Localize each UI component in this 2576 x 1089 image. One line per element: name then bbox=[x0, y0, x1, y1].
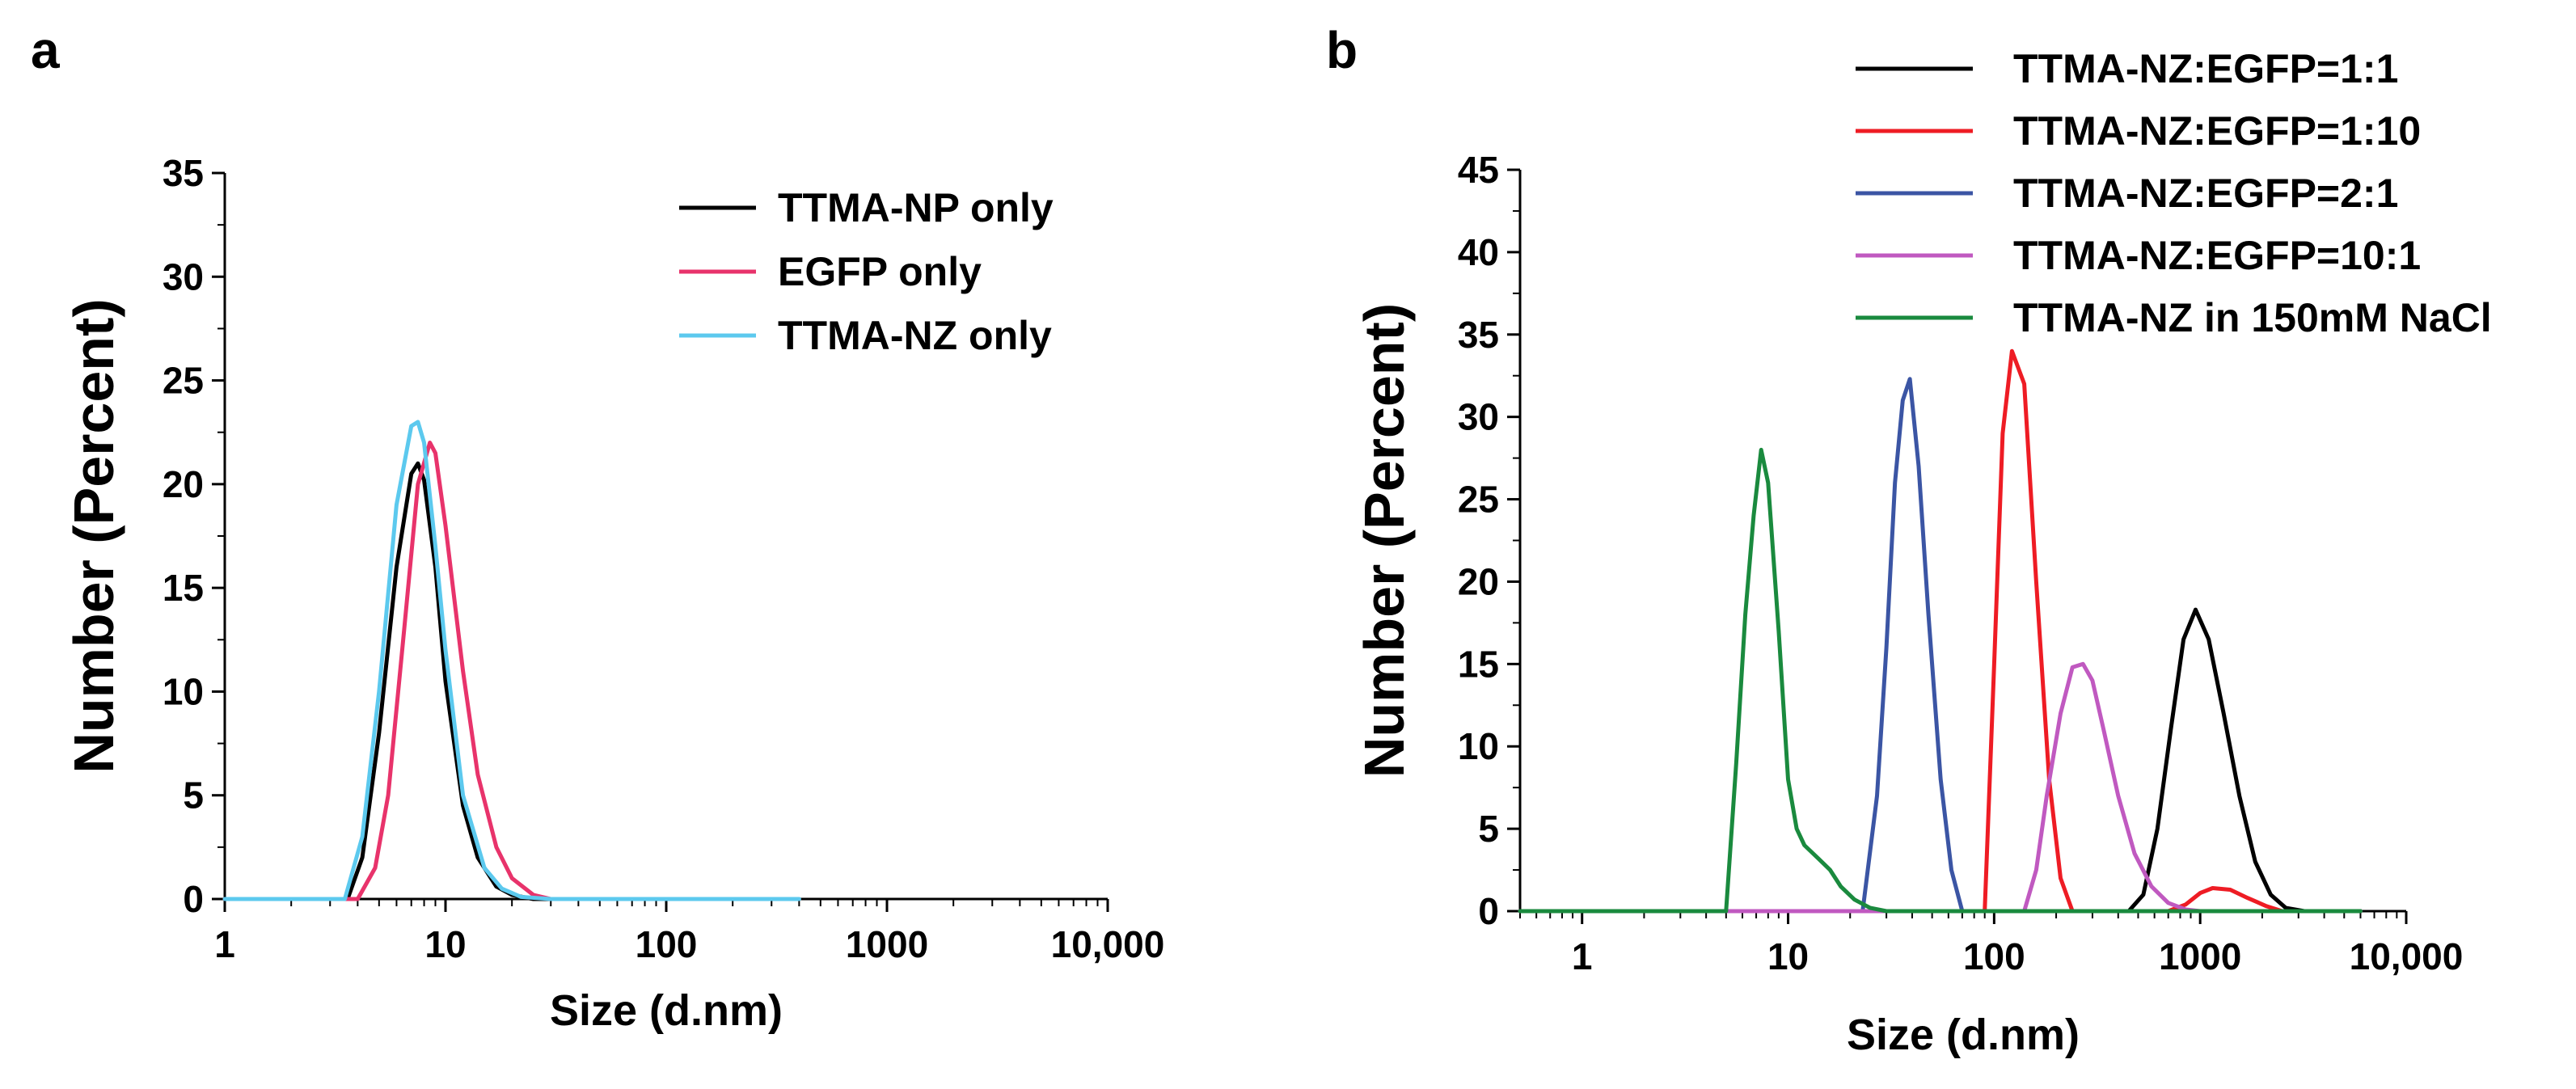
x-axis-title-b: Size (d.nm) bbox=[1847, 1011, 2080, 1059]
y-tick-label-b: 10 bbox=[1458, 725, 1499, 767]
legend-label-b-3: TTMA-NZ:EGFP=2:1 bbox=[2013, 171, 2398, 216]
y-axis-title-b: Number (Percent) bbox=[1353, 303, 1416, 778]
series-line-b-2 bbox=[1518, 348, 2363, 914]
series-line-a-2 bbox=[222, 441, 581, 901]
y-tick-label-b: 0 bbox=[1478, 890, 1499, 932]
series-line-b-4 bbox=[1518, 661, 2363, 914]
legend-label-a-3: TTMA-NZ only bbox=[778, 313, 1052, 358]
x-axis-title-a: Size (d.nm) bbox=[550, 986, 783, 1035]
series-line-b-1 bbox=[1518, 607, 2363, 914]
y-tick-label-b: 45 bbox=[1458, 149, 1499, 191]
y-tick-label-a: 10 bbox=[163, 670, 204, 712]
series-line-b-3 bbox=[1518, 377, 2363, 914]
y-tick-label-a: 30 bbox=[163, 255, 204, 298]
y-tick-label-a: 15 bbox=[163, 567, 204, 609]
chart-panel-a: 0 5 10 15 20 25 30 35 1 10 100 1000 10,000 Size (d.nm… bbox=[62, 152, 1164, 1035]
y-tick-label-a: 25 bbox=[163, 360, 204, 402]
series-line-a-1 bbox=[222, 461, 581, 901]
y-tick-label-a: 0 bbox=[183, 878, 204, 920]
x-tick-label-a: 1 bbox=[214, 923, 235, 965]
y-axis-title-a: Number (Percent) bbox=[62, 298, 125, 773]
panel-label-b: b bbox=[1326, 21, 1358, 79]
legend-label-b-1: TTMA-NZ:EGFP=1:1 bbox=[2013, 46, 2398, 91]
y-tick-label-b: 30 bbox=[1458, 396, 1499, 438]
x-tick-label-a: 1000 bbox=[846, 923, 928, 965]
x-tick-label-a: 10,000 bbox=[1051, 923, 1165, 965]
series-line-b-5 bbox=[1518, 447, 2363, 914]
legend-label-a-2: EGFP only bbox=[778, 249, 982, 294]
x-tick-label-b: 1000 bbox=[2159, 935, 2241, 977]
panel-label-a: a bbox=[31, 21, 60, 79]
x-tick-label-a: 10 bbox=[424, 923, 466, 965]
x-tick-label-a: 100 bbox=[636, 923, 698, 965]
y-tick-label-a: 35 bbox=[163, 152, 204, 194]
y-tick-label-b: 15 bbox=[1458, 643, 1499, 685]
chart-panel-b: 0 5 10 15 20 25 30 35 40 45 1 10 100 1000 10,000 Size (… bbox=[1353, 46, 2492, 1059]
y-tick-label-b: 35 bbox=[1458, 314, 1499, 356]
x-tick-label-b: 10 bbox=[1767, 935, 1809, 977]
x-tick-label-b: 1 bbox=[1572, 935, 1593, 977]
series-line-a-3 bbox=[222, 420, 801, 901]
y-tick-label-b: 5 bbox=[1478, 808, 1499, 850]
y-tick-label-b: 25 bbox=[1458, 479, 1499, 521]
y-tick-label-a: 5 bbox=[183, 775, 204, 817]
legend-label-a-1: TTMA-NP only bbox=[778, 185, 1054, 230]
y-tick-label-b: 40 bbox=[1458, 231, 1499, 273]
y-tick-label-b: 20 bbox=[1458, 560, 1499, 602]
legend-label-b-2: TTMA-NZ:EGFP=1:10 bbox=[2013, 108, 2421, 154]
x-tick-label-b: 10,000 bbox=[2350, 935, 2464, 977]
x-tick-label-b: 100 bbox=[1963, 935, 2025, 977]
y-tick-label-a: 20 bbox=[163, 463, 204, 505]
legend-label-b-4: TTMA-NZ:EGFP=10:1 bbox=[2013, 233, 2421, 278]
legend-label-b-5: TTMA-NZ in 150mM NaCl bbox=[2013, 295, 2492, 340]
